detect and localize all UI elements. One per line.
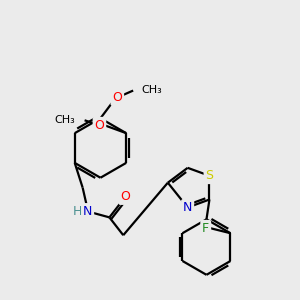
Text: CH₃: CH₃ [141,85,162,94]
Text: N: N [83,205,92,218]
Text: S: S [206,169,213,182]
Text: O: O [112,91,122,104]
Text: N: N [183,201,192,214]
Text: CH₃: CH₃ [54,115,75,125]
Text: F: F [202,222,209,235]
Text: O: O [94,119,104,132]
Text: H: H [73,205,82,218]
Text: O: O [120,190,130,203]
